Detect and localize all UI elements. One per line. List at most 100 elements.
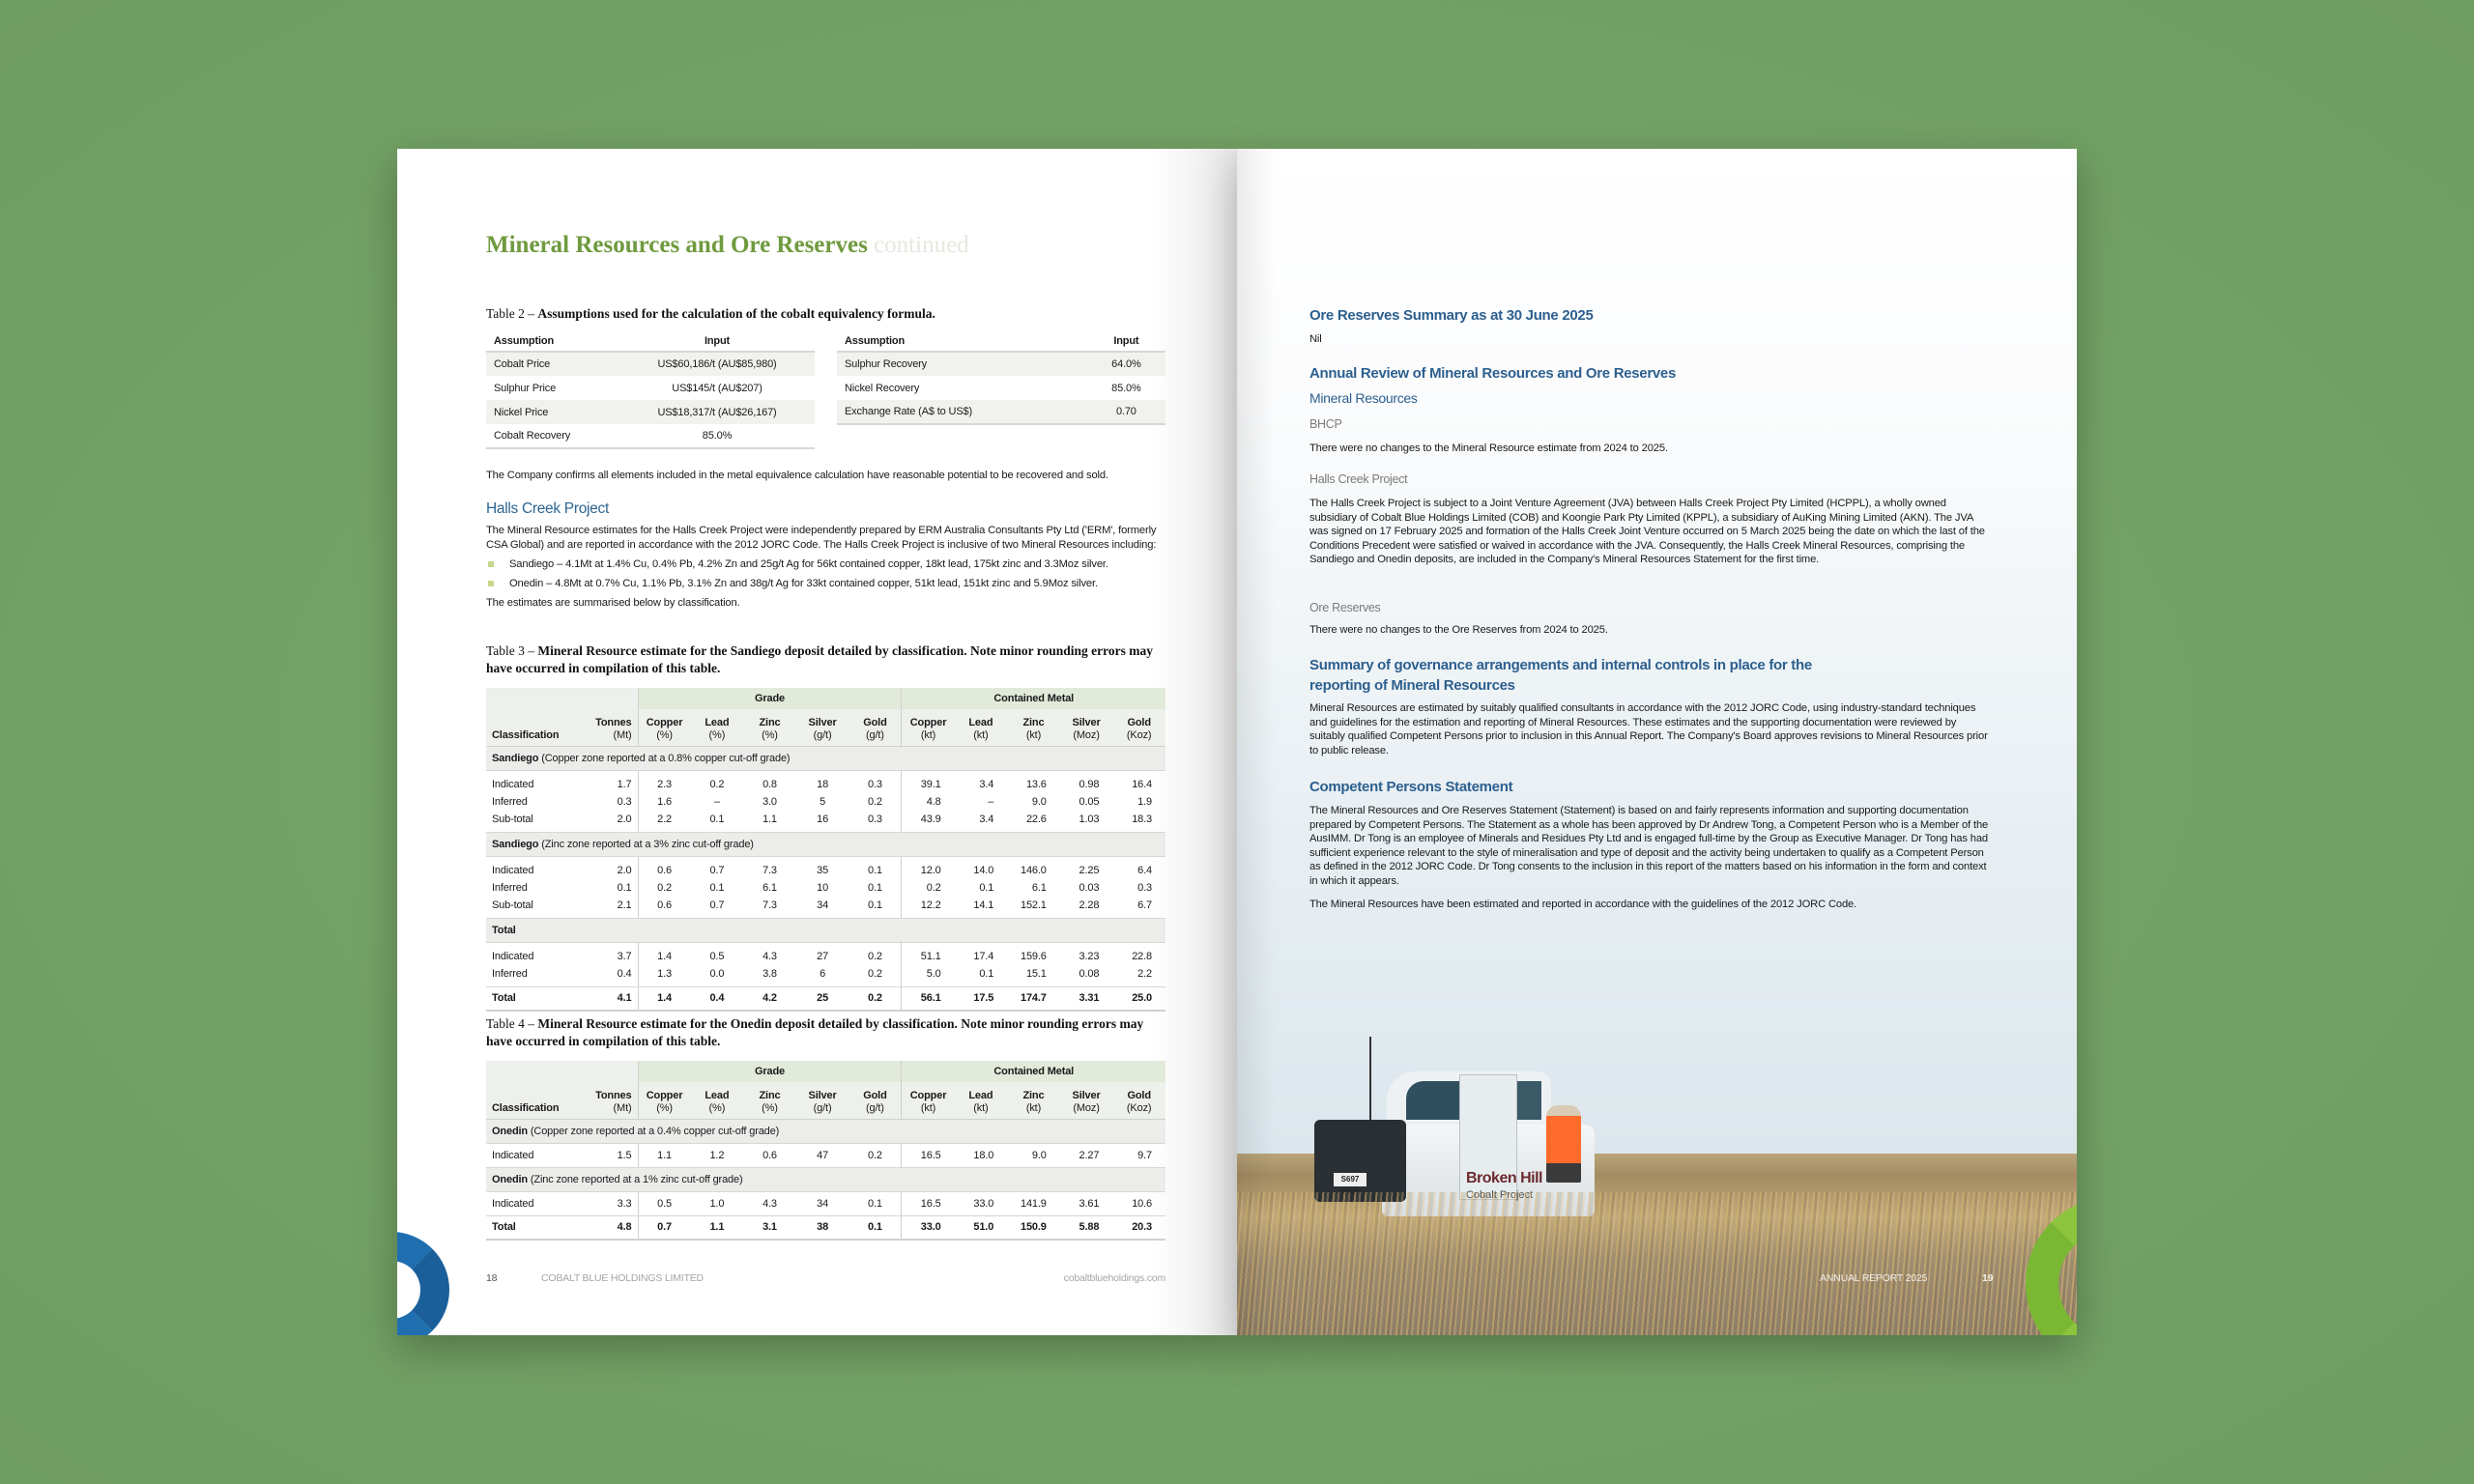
title-suffix: continued xyxy=(874,232,969,258)
column-name: Silver xyxy=(808,1089,837,1101)
ore-reserves-text: There were no changes to the Ore Reserve… xyxy=(1309,624,1608,636)
value-cell: 25 xyxy=(795,985,849,1012)
value-cell: 0.5 xyxy=(709,951,725,963)
table-row: Cobalt Recovery 85.0% xyxy=(486,424,815,449)
column-unit: (kt) xyxy=(920,728,936,741)
list-item: Sandiego – 4.1Mt at 1.4% Cu, 0.4% Pb, 4.… xyxy=(486,557,1170,572)
value-cell: 9.7 xyxy=(1112,1143,1165,1168)
value-cell: 0.7 xyxy=(709,865,725,877)
spine-shadow xyxy=(1237,149,1276,1335)
value-cell: 5 xyxy=(820,796,826,808)
section-row: Sandiego (Copper zone reported at a 0.8%… xyxy=(486,746,1165,771)
ore-reserves-label: Ore Reserves xyxy=(1309,601,1381,614)
value-cell: 17.4 xyxy=(973,951,994,963)
table-row: Exchange Rate (A$ to US$) 0.70 xyxy=(837,400,1165,425)
column-unit: (%) xyxy=(708,1101,726,1114)
value-cell: 0.3 xyxy=(849,811,902,833)
footer-website[interactable]: cobaltblueholdings.com xyxy=(1063,1272,1166,1284)
assumption-cell: Cobalt Recovery xyxy=(486,424,620,449)
assumption-cell: Sulphur Price xyxy=(494,382,557,394)
column-header: Copper (%) xyxy=(637,1082,691,1120)
column-header: Silver (Moz) xyxy=(1059,1082,1113,1120)
column-unit: (%) xyxy=(656,1101,673,1114)
assumption-cell: Exchange Rate (A$ to US$) xyxy=(837,400,1087,425)
value-cell: 0.1 xyxy=(617,882,632,894)
input-cell: 85.0% xyxy=(1111,382,1141,394)
halls-creek-text: The Halls Creek Project is subject to a … xyxy=(1309,498,1985,566)
column-unit: (%) xyxy=(656,728,673,741)
value-cell: 1.2 xyxy=(690,1143,744,1168)
value-cell: – xyxy=(988,796,994,808)
section-note: (Zinc zone reported at a 1% zinc cut-off… xyxy=(528,1173,743,1185)
value-cell: 0.1 xyxy=(709,882,725,894)
page-number: 18 xyxy=(486,1272,498,1284)
footer-company: COBALT BLUE HOLDINGS LIMITED xyxy=(541,1272,704,1284)
value-cell: 174.7 xyxy=(1007,985,1060,1012)
sandiego-resource-table: Grade Contained Metal Classification Tonnes… xyxy=(486,688,1165,1012)
value-cell: 5.0 xyxy=(901,965,955,987)
value-cell: 2.2 xyxy=(1112,965,1165,987)
column-unit: (Mt) xyxy=(613,1101,632,1114)
column-unit: (Moz) xyxy=(1073,1101,1100,1114)
column-name: Zinc xyxy=(1022,1089,1045,1101)
value-cell: 1.1 xyxy=(637,1143,691,1168)
halls-creek-paragraph: The Mineral Resource estimates for the H… xyxy=(486,525,1157,551)
value-cell: 0.2 xyxy=(849,965,902,987)
value-cell: 6.7 xyxy=(1112,897,1165,919)
value-cell: 4.3 xyxy=(762,951,777,963)
value-cell: 10.6 xyxy=(1112,1191,1165,1216)
value-cell: 7.3 xyxy=(743,897,796,919)
value-cell: 0.98 xyxy=(1079,779,1100,791)
table4-caption: Table 4 – Mineral Resource estimate for … xyxy=(486,1015,1172,1050)
value-cell: 2.3 xyxy=(637,770,691,793)
final-text: The Mineral Resources have been estimate… xyxy=(1309,899,1857,910)
table2-caption: Table 2 – Assumptions used for the calcu… xyxy=(486,305,935,323)
table-row: Indicated 1.5 1.1 1.2 0.6 47 0.2 16.5 18.0 9.0 2.2… xyxy=(486,1143,1165,1168)
value-cell: 16.4 xyxy=(1132,779,1152,791)
input-cell: 64.0% xyxy=(1086,352,1165,376)
column-unit: (g/t) xyxy=(813,1101,832,1114)
column-unit: (Koz) xyxy=(1126,1101,1152,1114)
section-row: Onedin (Copper zone reported at a 0.4% c… xyxy=(486,1119,1165,1144)
column-header: Zinc (kt) xyxy=(1007,709,1060,747)
table-row: Indicated 3.3 0.5 1.0 4.3 34 0.1 16.5 33.0 141.9 3… xyxy=(486,1191,1165,1216)
caption-prefix: Table 4 – xyxy=(486,1016,538,1031)
value-cell: 22.8 xyxy=(1132,951,1152,963)
value-cell: 159.6 xyxy=(1020,951,1047,963)
column-header: Tonnes (Mt) xyxy=(590,709,638,747)
value-cell: 146.0 xyxy=(1020,865,1047,877)
value-cell: 6.4 xyxy=(1137,865,1152,877)
table-row: Indicated 3.7 1.4 0.5 4.3 27 0.2 51.1 17.4 159.6 3… xyxy=(486,942,1165,965)
table-row: Inferred 0.4 1.3 0.0 3.8 6 0.2 5.0 0.1 15.1 0.08 2.… xyxy=(486,965,1165,987)
classification-cell: Indicated xyxy=(492,779,534,791)
mineral-resources-heading: Mineral Resources xyxy=(1309,390,1418,406)
value-cell: 0.2 xyxy=(901,879,955,897)
table-row: Sub-total 2.1 0.6 0.7 7.3 34 0.1 12.2 14.1 152.1 2… xyxy=(486,897,1165,919)
column-unit: (g/t) xyxy=(866,1101,884,1114)
title-text: Mineral Resources and Ore Reserves xyxy=(486,232,868,258)
column-header: Zinc (%) xyxy=(743,709,796,747)
value-cell: 0.3 xyxy=(1137,882,1152,894)
group-header-row: Grade Contained Metal xyxy=(486,1061,1165,1082)
assumption-cell: Nickel Price xyxy=(486,400,620,424)
value-cell: 13.6 xyxy=(1025,779,1047,791)
competent-heading: Competent Persons Statement xyxy=(1309,779,1513,795)
halls-creek-heading: Halls Creek Project xyxy=(486,500,609,517)
value-cell: 2.1 xyxy=(590,897,638,919)
column-unit: (%) xyxy=(708,728,726,741)
column-header-row: Classification Tonnes (Mt) Copper (%) Lead (%)… xyxy=(486,709,1165,747)
truck-bullbar xyxy=(1314,1120,1406,1202)
value-cell: 22.6 xyxy=(1007,811,1060,833)
column-unit: (g/t) xyxy=(866,728,884,741)
value-cell: 0.03 xyxy=(1079,882,1100,894)
bhcp-label: BHCP xyxy=(1309,417,1342,431)
value-cell: 27 xyxy=(817,951,829,963)
classification-cell: Indicated xyxy=(492,951,534,963)
column-name: Copper xyxy=(646,716,683,728)
column-name: Zinc xyxy=(1022,716,1045,728)
value-cell: 1.0 xyxy=(690,1191,744,1216)
ore-summary-value: Nil xyxy=(1309,333,1322,345)
value-cell: 56.1 xyxy=(901,985,955,1012)
column-header: Lead (kt) xyxy=(954,709,1008,747)
column-name: Tonnes xyxy=(595,716,632,728)
